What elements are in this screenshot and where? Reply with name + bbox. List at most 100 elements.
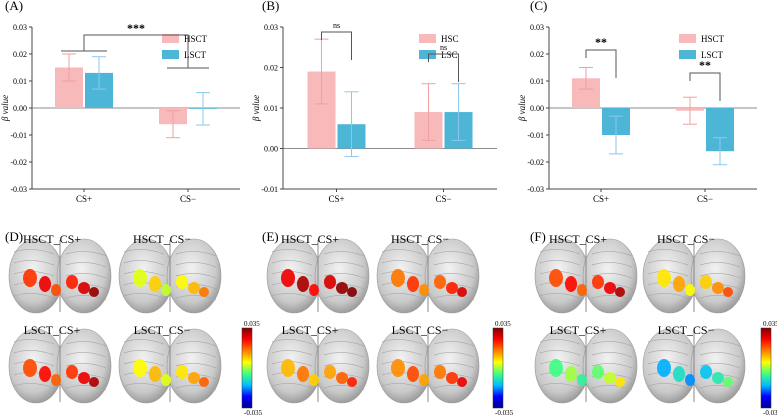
bar-chart-1: (A) 0.03 0.02 0.01 0.00 -0.01 -0.02 -0.03 β valu…	[0, 0, 240, 204]
gyrus-line	[539, 383, 581, 389]
panel-label: (D)	[5, 229, 23, 244]
activation-blob	[39, 366, 51, 382]
bar-chart-3: (C) 0.03 0.02 0.01 0.00 -0.01 -0.02 -0.03 β valu…	[517, 0, 757, 204]
y-tick-label: -0.02	[10, 158, 27, 167]
gyrus-line	[433, 262, 475, 268]
activation-blob	[133, 359, 147, 377]
activation-blob	[723, 377, 733, 387]
activation-blob	[407, 276, 419, 292]
brain-panel-2: (E) HSCT_CS+ HSCT_CS− LSCT_CS+ LSCT_CS−	[262, 229, 480, 404]
activation-blob	[549, 359, 563, 377]
y-axis-label: β value	[517, 95, 527, 122]
brain-render	[642, 238, 746, 314]
activation-blob	[577, 284, 587, 296]
gyrus-line	[13, 383, 55, 389]
brain-label: HSCT_CS+	[23, 232, 81, 246]
y-tick-label: -0.01	[10, 131, 27, 140]
gyrus-line	[539, 339, 581, 345]
legend-swatch	[162, 50, 179, 59]
gyrus-line	[175, 251, 217, 257]
panel-label: (C)	[530, 0, 547, 13]
activation-blob	[712, 282, 724, 294]
brain-label: LSCT_CS−	[392, 323, 449, 337]
gyrus-line	[13, 339, 55, 345]
activation-blob	[712, 372, 724, 384]
brain-render	[642, 328, 746, 404]
gyrus-line	[647, 249, 689, 255]
brain-render	[266, 238, 370, 314]
gyrus-line	[271, 293, 313, 299]
activation-blob	[347, 287, 357, 297]
right-hemisphere	[690, 238, 746, 314]
gyrus-line	[323, 273, 365, 279]
y-tick-label: 0.01	[264, 104, 278, 113]
gyrus-line	[591, 352, 633, 358]
activation-blob	[391, 269, 405, 287]
brain-label: HSCT_CS−	[391, 232, 449, 246]
activation-blob	[700, 365, 712, 379]
brain-label: LSCT_CS+	[550, 323, 607, 337]
significance-marker: ***	[127, 21, 145, 35]
brain-render	[118, 238, 222, 314]
activation-blob	[66, 275, 78, 289]
activation-blob	[161, 284, 171, 296]
activation-blob	[188, 372, 200, 384]
panel-label: (F)	[530, 229, 546, 244]
gyrus-line	[433, 363, 475, 369]
significance-marker: **	[595, 35, 607, 49]
activation-blob	[673, 366, 685, 382]
activation-blob	[434, 275, 446, 289]
activation-blob	[199, 287, 209, 297]
gyrus-line	[381, 260, 423, 266]
activation-blob	[604, 372, 616, 384]
gyrus-line	[647, 260, 689, 266]
gyrus-line	[539, 293, 581, 299]
significance-marker: **	[699, 58, 711, 72]
y-tick-label: 0.02	[530, 50, 544, 59]
gyrus-line	[699, 273, 741, 279]
colorbar	[760, 327, 772, 409]
gyrus-line	[175, 295, 217, 301]
gyrus-line	[647, 350, 689, 356]
gyrus-line	[65, 385, 107, 391]
activation-blob	[51, 374, 61, 386]
significance-marker: ns	[440, 43, 447, 52]
gyrus-line	[381, 339, 423, 345]
y-tick-label: 0.00	[530, 104, 544, 113]
colorbar-max-label: 0.035	[495, 320, 511, 328]
activation-blob	[199, 377, 209, 387]
brain-label: HSCT_CS−	[133, 232, 191, 246]
gyrus-line	[381, 383, 423, 389]
right-hemisphere	[314, 238, 370, 314]
y-axis-label: β value	[251, 95, 261, 122]
y-tick-label: 0.00	[13, 104, 27, 113]
activation-blob	[419, 284, 429, 296]
gyrus-line	[323, 295, 365, 301]
gyrus-line	[381, 350, 423, 356]
right-hemisphere	[166, 238, 222, 314]
gyrus-line	[323, 352, 365, 358]
right-hemisphere	[582, 238, 638, 314]
activation-blob	[133, 269, 147, 287]
gyrus-line	[591, 251, 633, 257]
colorbar-2: 0.035 -0.035	[492, 320, 514, 417]
activation-blob	[23, 269, 37, 287]
activation-blob	[549, 269, 563, 287]
sig-bracket	[585, 49, 617, 78]
panel-label: (A)	[5, 0, 23, 13]
gyrus-line	[271, 339, 313, 345]
colorbar-max-label: 0.035	[244, 320, 260, 328]
panel-label: (B)	[262, 0, 279, 13]
x-tick-label: CS+	[593, 194, 609, 204]
legend-label: HSCT	[184, 34, 208, 44]
x-tick-label: CS+	[76, 194, 92, 204]
activation-blob	[297, 276, 309, 292]
sig-bracket	[83, 34, 189, 68]
y-tick-label: 0.02	[264, 64, 278, 73]
gyrus-line	[323, 385, 365, 391]
activation-blob	[391, 359, 405, 377]
gyrus-line	[271, 350, 313, 356]
y-tick-label: -0.01	[527, 131, 544, 140]
activation-blob	[188, 282, 200, 294]
